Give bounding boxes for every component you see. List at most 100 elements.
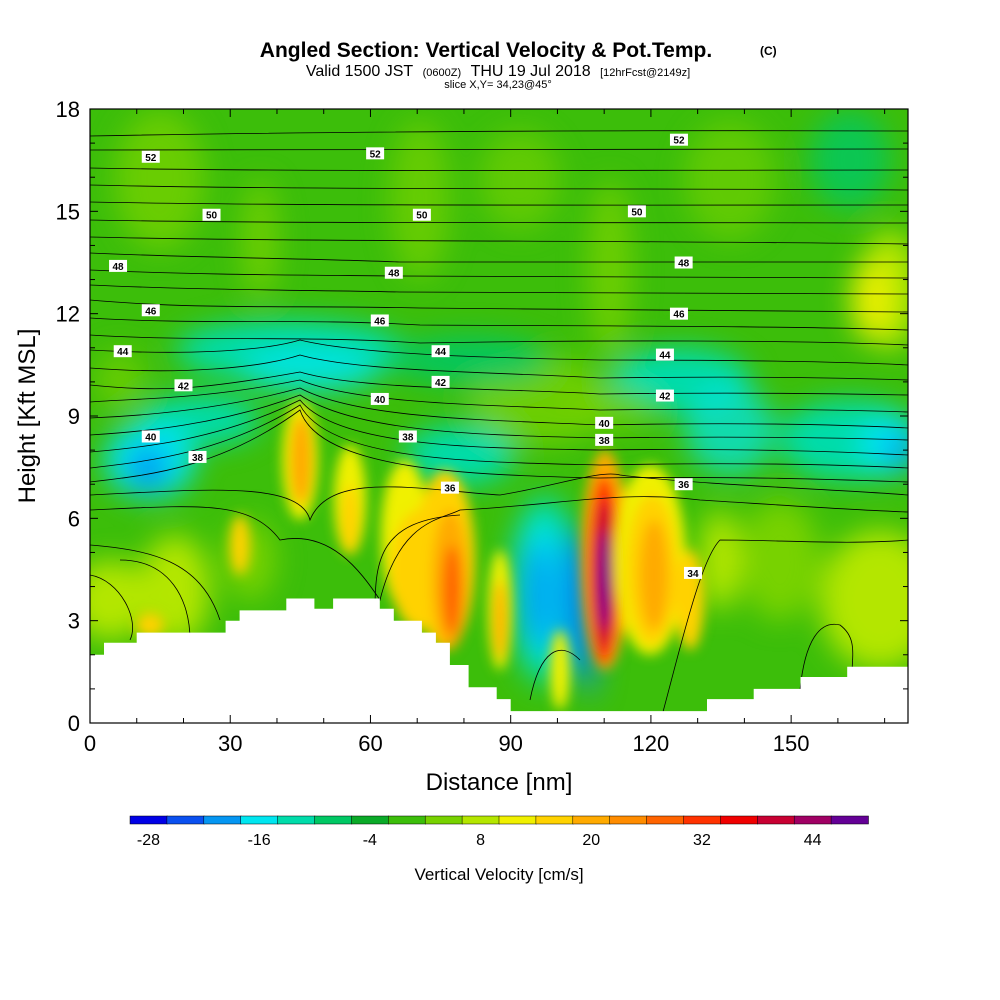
x-tick-label: 150 — [773, 731, 810, 756]
isentrope-label-text: 38 — [192, 453, 204, 464]
colorbar-swatch — [498, 815, 537, 825]
isentrope-label-text: 44 — [659, 351, 671, 362]
isentrope-label: 48 — [674, 256, 693, 270]
updraft-columns — [136, 400, 704, 710]
colorbar-label: Vertical Velocity [cm/s] — [414, 865, 583, 884]
isentrope-label-text: 50 — [206, 211, 218, 222]
y-tick-label: 12 — [56, 302, 80, 327]
isentrope-label: 42 — [174, 379, 193, 392]
isentrope-label: 46 — [141, 304, 160, 317]
y-tick-label: 18 — [56, 97, 80, 122]
valid-time-line: Valid 1500 JST (0600Z) THU 19 Jul 2018 [… — [306, 63, 690, 80]
colorbar-tick-label: -16 — [248, 832, 271, 849]
colorbar-swatch — [203, 815, 242, 825]
colorbar-swatch — [240, 815, 279, 825]
isentrope-label-box — [141, 430, 160, 443]
colorbar-swatch — [830, 815, 869, 825]
isentrope-label-text: 36 — [444, 484, 456, 495]
isentrope-label: 52 — [366, 147, 385, 160]
isentrope-label: 42 — [431, 375, 450, 389]
isentrope-label-box — [174, 379, 193, 392]
isentrope-label-text: 40 — [599, 419, 611, 430]
isentrope-label: 40 — [370, 392, 389, 406]
colorbar-tick-label: 32 — [693, 832, 711, 849]
colorbar-swatch — [388, 815, 426, 825]
isentrope-label-text: 40 — [374, 395, 386, 406]
y-axis-label: Height [Kft MSL] — [14, 329, 41, 504]
isentrope-label: 44 — [113, 345, 132, 358]
isentrope-label-box — [370, 392, 389, 405]
isentrope-label-text: 44 — [117, 347, 129, 358]
isentrope-label: 48 — [109, 259, 128, 273]
x-axis-label: Distance [nm] — [426, 769, 573, 796]
isentrope-label: 44 — [655, 348, 674, 362]
colorbar-swatch — [424, 815, 463, 825]
isentrope-label: 50 — [412, 208, 431, 222]
isentrope-label-text: 42 — [435, 378, 447, 389]
isentrope-label-box — [431, 345, 450, 358]
isentrope-label-text: 48 — [112, 262, 124, 273]
isentrope-label: 50 — [627, 205, 646, 218]
colorbar-swatch — [757, 815, 795, 825]
isentrope-label: 40 — [595, 416, 614, 430]
isentrope-label-text: 42 — [659, 392, 671, 403]
y-tick-label: 9 — [68, 404, 80, 429]
isentrope-label-text: 44 — [435, 347, 447, 358]
isentrope-label-text: 38 — [402, 432, 414, 443]
isentrope-label-box — [188, 450, 207, 463]
x-tick-label: 0 — [84, 731, 96, 756]
isentrope-label-text: 52 — [370, 149, 382, 160]
colorbar-swatch — [609, 815, 648, 825]
x-tick-label: 30 — [218, 731, 242, 756]
colorbar-swatch — [314, 815, 353, 825]
terrain — [90, 598, 908, 723]
colorbar-swatch — [277, 815, 316, 825]
isentrope-label-text: 52 — [145, 153, 157, 164]
colorbar-swatch — [461, 815, 500, 825]
isentrope-label-box — [595, 416, 614, 429]
isentrope-label-text: 42 — [178, 381, 190, 392]
isentrope-label-box — [669, 133, 688, 146]
isentrope-label: 50 — [202, 208, 221, 222]
colorbar-swatch — [793, 815, 832, 825]
colorbar-swatch — [720, 815, 759, 825]
isentrope-label: 40 — [141, 430, 160, 443]
isentrope-label-box — [655, 389, 674, 402]
isentrope-label-text: 48 — [678, 259, 690, 270]
isentrope-label: 52 — [141, 150, 160, 164]
colorbar-tick-label: 20 — [582, 832, 600, 849]
isentrope-label-text: 50 — [631, 207, 643, 218]
isentrope-label-text: 36 — [678, 480, 690, 491]
y-tick-label: 0 — [68, 711, 80, 736]
isentrope-label-box — [398, 430, 417, 443]
isentrope-label: 38 — [188, 450, 207, 464]
chart-title: Angled Section: Vertical Velocity & Pot.… — [260, 39, 712, 62]
isentrope-labels: 52 52 52 50 50 50 48 48 48 46 46 46 44 44 44 42 42 42 40 40… — [109, 133, 702, 580]
isentrope-label-box — [202, 208, 221, 221]
isentrope-label-text: 34 — [687, 569, 699, 580]
isentrope-label-box — [595, 433, 614, 446]
colorbar-swatch — [683, 815, 722, 825]
colorbar-swatch — [535, 815, 574, 825]
colorbar-tick-label: 44 — [804, 832, 822, 849]
colorbar-swatch — [166, 815, 205, 825]
isentrope-label-box — [627, 205, 646, 218]
isentrope-label-box — [674, 256, 693, 269]
isentrope-label: 48 — [384, 266, 403, 280]
isentrope-label: 34 — [683, 566, 702, 580]
isentrope-label: 42 — [655, 389, 674, 403]
valid-prefix: Valid 1500 JST — [306, 63, 414, 80]
isentrope-label-box — [384, 266, 403, 279]
isentrope-label: 36 — [674, 478, 693, 491]
isentrope-label-text: 46 — [673, 310, 685, 321]
isentrope-label-box — [412, 208, 431, 221]
colorbar-swatch — [351, 815, 390, 825]
isentrope-label-text: 50 — [416, 211, 428, 222]
isentrope-label-box — [669, 307, 688, 320]
y-tick-label: 15 — [56, 199, 80, 224]
colorbar-tick-label: -28 — [137, 832, 160, 849]
isentrope-label-box — [370, 314, 389, 327]
valid-date: THU 19 Jul 2018 — [471, 63, 591, 80]
isentrope-label-box — [109, 259, 128, 272]
